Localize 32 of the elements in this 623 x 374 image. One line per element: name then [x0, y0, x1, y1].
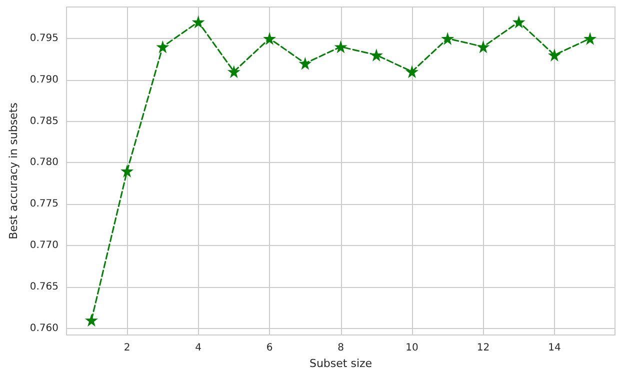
point — [476, 40, 490, 54]
point — [548, 48, 561, 62]
x-tick-label: 2 — [124, 342, 130, 354]
point — [84, 314, 98, 327]
point — [512, 15, 526, 28]
point — [405, 65, 418, 78]
point — [156, 40, 170, 54]
point — [227, 65, 240, 78]
point — [441, 32, 454, 45]
x-tick-label: 12 — [476, 342, 490, 354]
point — [584, 32, 597, 45]
point — [298, 56, 312, 70]
y-tick-label: 0.775 — [30, 198, 59, 210]
point — [192, 15, 205, 28]
y-tick-label: 0.780 — [30, 157, 59, 168]
x-tick-label: 4 — [195, 342, 202, 354]
y-tick-label: 0.785 — [30, 116, 59, 127]
y-tick-label: 0.765 — [30, 281, 59, 292]
x-tick-label: 10 — [406, 342, 418, 354]
x-tick-label: 14 — [548, 342, 561, 354]
point — [370, 48, 383, 62]
x-axis-title: Subset size — [309, 356, 372, 370]
y-tick-label: 0.770 — [30, 240, 59, 252]
y-tick-label: 0.760 — [30, 322, 59, 334]
point — [334, 40, 348, 54]
x-tick-label: 8 — [338, 342, 344, 354]
y-tick-label: 0.795 — [30, 32, 59, 44]
point — [120, 164, 134, 178]
y-axis-title: Best accuracy in subsets — [7, 102, 20, 240]
y-tick-label: 0.790 — [30, 74, 59, 86]
point — [263, 32, 276, 45]
x-tick-label: 6 — [266, 342, 273, 354]
